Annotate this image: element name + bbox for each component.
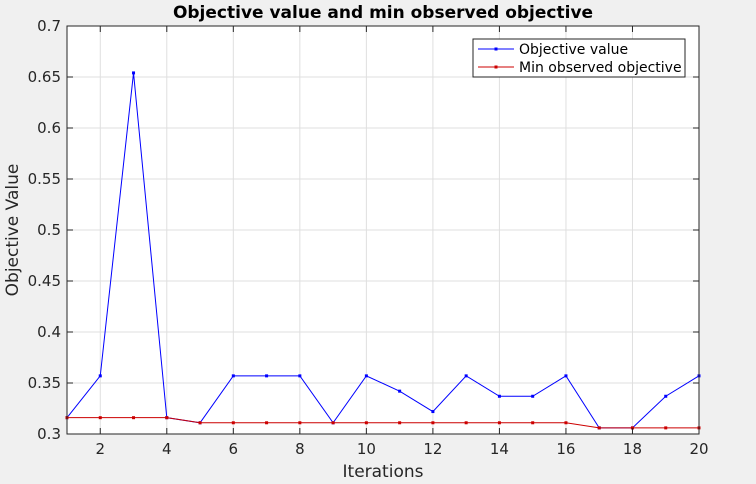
y-tick-label: 0.35: [28, 374, 61, 392]
x-tick-label: 6: [229, 440, 239, 458]
data-point-s1-8: [331, 421, 335, 425]
data-point-s0-7: [298, 374, 302, 378]
y-tick-label: 0.55: [28, 170, 61, 188]
y-tick-label: 0.65: [28, 68, 61, 86]
x-tick-label: 12: [423, 440, 442, 458]
series-line-1: [67, 417, 699, 429]
legend-marker-min-observed: [494, 65, 498, 69]
x-tick-label: 10: [357, 440, 376, 458]
y-tick-label: 0.45: [28, 272, 61, 290]
y-tick-label: 0.5: [37, 221, 61, 239]
data-point-s1-12: [464, 421, 468, 425]
x-tick-label: 20: [689, 440, 708, 458]
x-tick-label: 18: [623, 440, 642, 458]
data-point-s0-18: [664, 394, 668, 398]
x-tick-label: 2: [95, 440, 105, 458]
x-tick-label: 8: [295, 440, 305, 458]
x-tick-label: 16: [556, 440, 575, 458]
data-point-s1-18: [664, 426, 668, 430]
data-point-s1-15: [564, 421, 568, 425]
data-point-s0-6: [265, 374, 269, 378]
x-tick-label: 14: [490, 440, 509, 458]
axis-ticks: 2 4 6 8 10 12 14 16 18 20 0.3 0.35 0.4 0.45 0.5 0.55 0.6…: [28, 17, 709, 458]
y-tick-label: 0.6: [37, 119, 61, 137]
data-point-s1-10: [398, 421, 402, 425]
legend-label-min-observed: Min observed objective: [519, 60, 682, 76]
data-point-s1-9: [364, 421, 368, 425]
data-point-s1-1: [98, 416, 102, 420]
data-point-s1-5: [231, 421, 235, 425]
y-tick-label: 0.3: [37, 425, 61, 443]
data-point-s0-15: [564, 374, 568, 378]
series-layer: [65, 71, 701, 430]
data-point-s1-6: [265, 421, 269, 425]
data-point-s0-2: [132, 71, 136, 75]
data-point-s1-14: [531, 421, 535, 425]
legend: Objective value Min observed objective: [472, 38, 686, 78]
data-point-s1-2: [132, 416, 136, 420]
data-point-s0-11: [431, 410, 435, 414]
x-tick-label: 4: [162, 440, 172, 458]
data-point-s1-4: [198, 421, 202, 425]
data-point-s0-5: [231, 374, 235, 378]
y-tick-label: 0.7: [37, 17, 61, 35]
data-point-s1-11: [431, 421, 435, 425]
data-point-s0-14: [531, 394, 535, 398]
data-point-s1-17: [630, 426, 634, 430]
legend-marker-objective-value: [494, 47, 498, 51]
legend-label-objective-value: Objective value: [519, 42, 628, 58]
data-point-s0-13: [497, 394, 501, 398]
y-tick-label: 0.4: [37, 323, 61, 341]
legend-box: [472, 38, 686, 78]
data-point-s1-3: [165, 416, 169, 420]
data-point-s0-12: [464, 374, 468, 378]
chart-title: Objective value and min observed objecti…: [173, 3, 593, 23]
data-point-s1-7: [298, 421, 302, 425]
data-point-s0-1: [98, 374, 102, 378]
y-axis-label: Objective Value: [3, 164, 23, 297]
x-axis-label: Iterations: [343, 462, 424, 482]
data-point-s0-9: [364, 374, 368, 378]
data-point-s1-16: [597, 426, 601, 430]
data-point-s1-13: [497, 421, 501, 425]
data-point-s0-10: [398, 389, 402, 393]
